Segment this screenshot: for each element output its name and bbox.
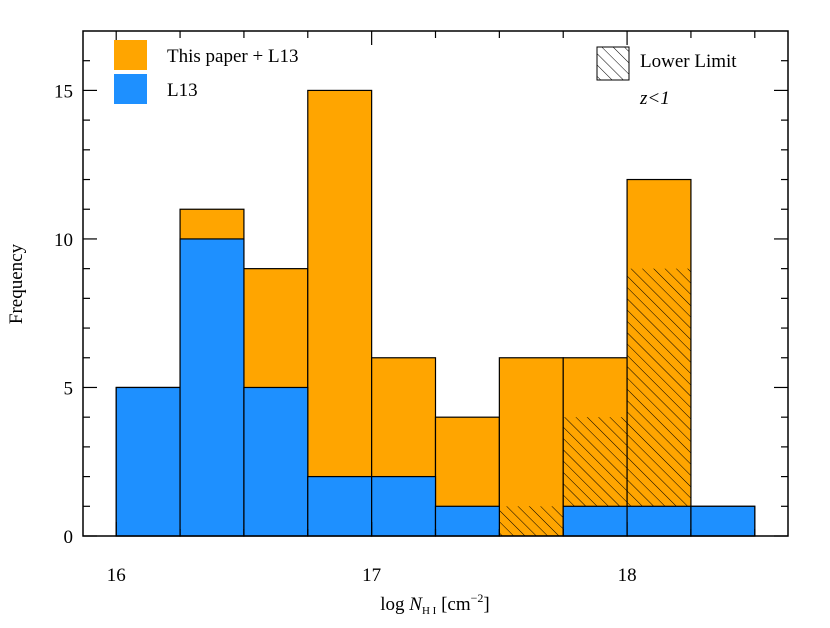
annotation: z<1	[639, 88, 670, 109]
bar	[626, 505, 692, 537]
bar	[371, 475, 437, 537]
x-label-part: log	[380, 594, 409, 615]
x-axis-label: log NH I [cm−2]	[380, 591, 489, 617]
bar	[562, 505, 628, 537]
legend-swatch	[114, 74, 147, 104]
x-label-sup: −2	[471, 591, 484, 605]
y-axis-label: Frequency	[6, 243, 27, 324]
ticks: 0 5 10 15 16 17 18	[54, 31, 788, 586]
legend-swatch	[114, 40, 147, 70]
x-label-sub: H I	[422, 605, 437, 617]
bar	[243, 386, 309, 537]
x-tick-label: 16	[107, 565, 126, 586]
plot-area	[115, 89, 756, 537]
y-tick-label: 5	[64, 378, 74, 399]
legend-label: L13	[167, 80, 198, 101]
x-label-part: ]	[483, 594, 489, 615]
bar	[179, 238, 245, 537]
x-tick-label: 18	[618, 565, 637, 586]
bar	[434, 505, 500, 537]
y-tick-label: 10	[54, 230, 73, 251]
bar	[690, 505, 756, 537]
bar	[115, 386, 181, 537]
legend-label: Lower Limit	[640, 51, 737, 72]
legend-swatch	[596, 46, 630, 81]
x-tick-label: 17	[362, 565, 381, 586]
y-tick-label: 0	[64, 527, 74, 548]
y-tick-label: 15	[54, 81, 73, 102]
legend: This paper + L13 L13	[114, 40, 299, 104]
lower-limit-hatch	[627, 268, 691, 507]
bar	[307, 475, 373, 537]
bar	[307, 89, 373, 537]
x-label-part: [cm	[436, 594, 471, 615]
legend-label: This paper + L13	[167, 46, 299, 67]
lower-limit-hatch	[563, 417, 628, 507]
lower-limit-hatch	[499, 506, 564, 536]
x-label-var: N	[408, 594, 423, 615]
